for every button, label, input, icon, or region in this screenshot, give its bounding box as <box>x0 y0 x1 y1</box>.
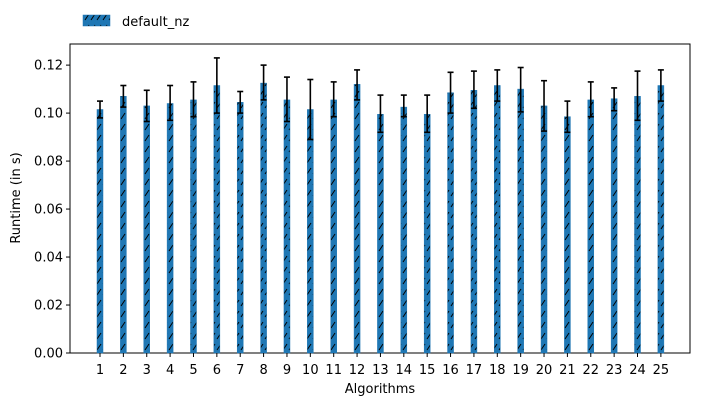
x-tick-label-6: 6 <box>213 363 221 378</box>
errorbar-2 <box>120 84 127 108</box>
errorbar-11 <box>330 81 337 118</box>
errorbar-4 <box>167 84 174 122</box>
x-tick-label-8: 8 <box>259 363 267 378</box>
bar-4 <box>166 103 174 354</box>
y-tick-label-4: 0.08 <box>34 155 63 170</box>
x-tick-label-5: 5 <box>189 363 197 378</box>
bar-13 <box>377 114 384 354</box>
errorbar-19 <box>517 66 524 113</box>
x-tick-label-11: 11 <box>325 363 342 378</box>
legend-label: default_nz <box>122 15 189 30</box>
x-tick-label-17: 17 <box>466 363 483 378</box>
bar-10 <box>307 109 314 354</box>
x-tick-label-23: 23 <box>606 363 623 378</box>
bar-17 <box>470 90 478 354</box>
errorbar-17 <box>470 70 477 110</box>
y-tick-label-3: 0.06 <box>34 203 63 218</box>
y-tick-label-6: 0.12 <box>34 59 63 74</box>
x-tick-label-18: 18 <box>489 363 506 378</box>
errorbar-13 <box>377 94 384 134</box>
errorbar-21 <box>564 100 571 134</box>
bar-7 <box>236 102 244 354</box>
errorbar-25 <box>657 69 664 102</box>
legend-swatch <box>82 14 111 27</box>
errorbar-8 <box>260 64 267 101</box>
x-tick-label-15: 15 <box>419 363 436 378</box>
errorbar-16 <box>447 71 454 114</box>
y-tick-label-2: 0.04 <box>34 251 63 266</box>
bar-14 <box>400 106 408 354</box>
x-tick-label-24: 24 <box>629 363 646 378</box>
errorbar-15 <box>424 94 431 134</box>
x-tick-label-22: 22 <box>582 363 599 378</box>
bar-22 <box>587 99 595 354</box>
errorbar-12 <box>354 69 361 101</box>
bar-25 <box>657 85 665 354</box>
x-tick-label-10: 10 <box>302 363 319 378</box>
bar-19 <box>517 88 524 354</box>
x-tick-label-20: 20 <box>536 363 553 378</box>
x-tick-label-9: 9 <box>283 363 291 378</box>
x-axis: 1 2 3 4 5 6 7 8 9 10 11 12 13 14 15 16 17 18 19 20 21 22 23 24 2… <box>96 353 669 378</box>
errorbar-24 <box>634 70 641 122</box>
bar-23 <box>610 98 618 354</box>
x-tick-label-21: 21 <box>559 363 576 378</box>
errorbar-18 <box>494 69 501 102</box>
bar-21 <box>564 116 571 354</box>
bar-1 <box>96 109 104 354</box>
bar-6 <box>213 85 221 354</box>
bar-16 <box>447 92 454 354</box>
x-tick-label-16: 16 <box>442 363 459 378</box>
errorbar-20 <box>541 79 548 132</box>
bar-20 <box>540 105 548 354</box>
legend: default_nz <box>82 14 189 30</box>
x-tick-label-3: 3 <box>143 363 151 378</box>
x-tick-label-14: 14 <box>396 363 413 378</box>
errorbar-23 <box>611 87 618 112</box>
bar-9 <box>283 99 291 354</box>
errorbar-5 <box>190 81 197 118</box>
x-tick-label-4: 4 <box>166 363 174 378</box>
bar-11 <box>330 99 337 354</box>
bar-15 <box>423 114 431 354</box>
errorbar-1 <box>97 100 103 119</box>
x-tick-label-25: 25 <box>653 363 670 378</box>
bar-12 <box>353 84 361 354</box>
y-axis: 0.00 0.02 0.04 0.06 0.08 0.10 0.12 <box>34 59 70 362</box>
errorbar-14 <box>400 94 407 118</box>
errorbar-6 <box>213 57 220 114</box>
x-axis-label: Algorithms <box>345 382 416 397</box>
bar-2 <box>120 96 127 354</box>
errorbar-7 <box>237 90 244 114</box>
y-tick-label-0: 0.00 <box>34 347 63 362</box>
x-tick-label-13: 13 <box>372 363 389 378</box>
errorbar-22 <box>587 81 594 118</box>
errorbars-group <box>97 57 664 141</box>
y-axis-label: Runtime (in s) <box>9 152 24 243</box>
errorbar-3 <box>143 89 150 123</box>
y-tick-label-5: 0.10 <box>34 107 63 122</box>
y-tick-label-1: 0.02 <box>34 299 63 314</box>
bar-24 <box>634 96 641 354</box>
bar-5 <box>190 99 197 354</box>
errorbar-9 <box>283 76 290 123</box>
x-tick-label-12: 12 <box>349 363 366 378</box>
x-tick-label-19: 19 <box>512 363 529 378</box>
x-tick-label-7: 7 <box>236 363 244 378</box>
bar-8 <box>260 82 267 354</box>
x-tick-label-1: 1 <box>96 363 104 378</box>
bar-18 <box>494 85 501 354</box>
bar-3 <box>143 105 150 354</box>
errorbar-10 <box>307 78 314 141</box>
x-tick-label-2: 2 <box>119 363 127 378</box>
